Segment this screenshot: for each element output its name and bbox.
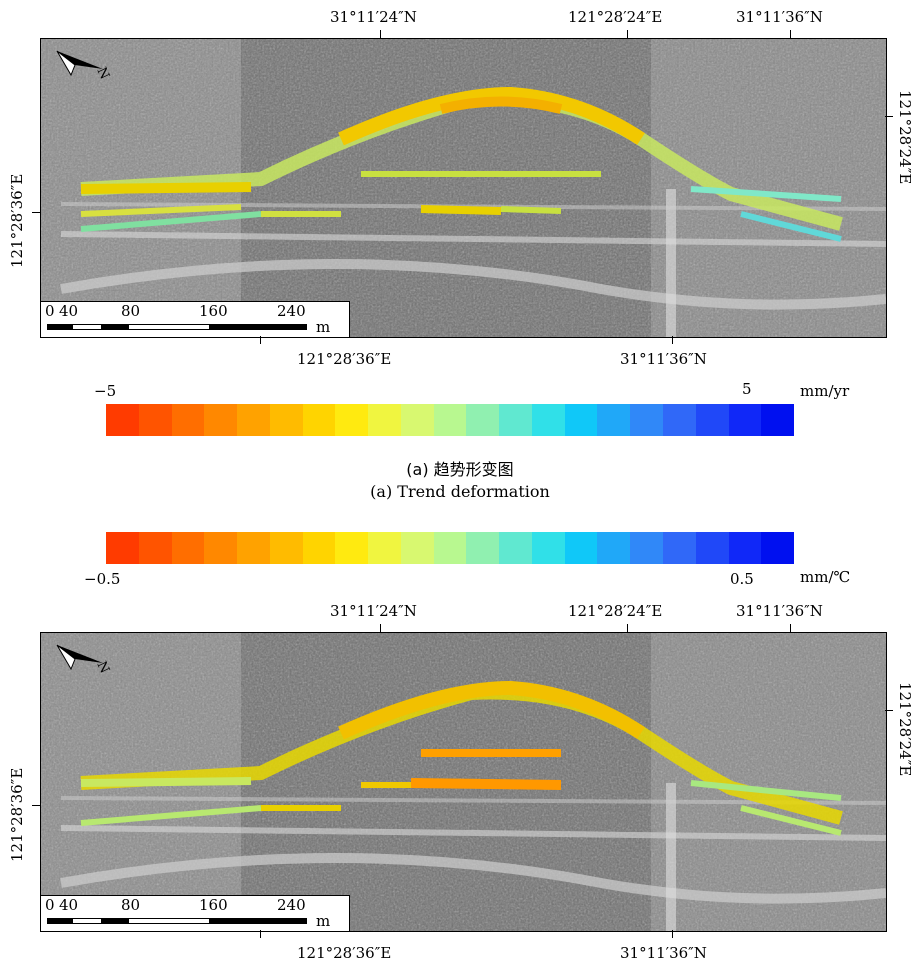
bridge-points-a	[80, 86, 843, 242]
colorbar-segment	[106, 404, 139, 436]
top-label-2: 121°28′24″E	[568, 8, 663, 26]
colorbar-segment	[171, 404, 205, 436]
bottom-label-1: 121°28′36″E	[297, 350, 392, 368]
scale-tick-b-80: 80	[121, 896, 141, 914]
colorbar-segment	[302, 532, 336, 564]
top-label-1: 31°11′24″N	[330, 8, 417, 26]
colorbar-segment	[237, 404, 270, 436]
scale-tick-240: 240	[277, 302, 306, 320]
scale-bar-a: 0 40 80 160 240 m	[41, 301, 350, 337]
sar-map-a	[41, 39, 886, 337]
colorbar-segment	[695, 404, 729, 436]
colorbar-segment	[335, 404, 369, 436]
colorbar-b-min: −0.5	[84, 570, 121, 588]
colorbar-segment	[106, 532, 139, 564]
colorbar-segment	[269, 404, 303, 436]
colorbar-segment	[597, 404, 631, 436]
colorbar-b-unit: mm/℃	[800, 568, 851, 586]
right-label-a: 121°28′24″E	[896, 90, 914, 185]
colorbar-segment	[499, 532, 532, 564]
colorbar-segment	[597, 532, 631, 564]
colorbar-a-unit: mm/yr	[800, 382, 850, 400]
right-label-b: 121°28′24″E	[896, 682, 914, 777]
colorbar-segment	[466, 532, 500, 564]
scale-tick-0: 0	[45, 302, 55, 320]
colorbar-segment	[138, 532, 172, 564]
colorbar-segment	[204, 532, 238, 564]
colorbar-segment	[531, 404, 565, 436]
colorbar-segment	[761, 404, 795, 436]
colorbar-segment	[630, 404, 664, 436]
scale-bar-b: 0 40 80 160 240 m	[41, 895, 350, 931]
colorbar-segment	[663, 532, 696, 564]
colorbar-a-max: 5	[742, 380, 752, 398]
top-label-b-2: 121°28′24″E	[568, 602, 663, 620]
scale-tick-40: 40	[59, 302, 79, 320]
colorbar-segment	[400, 532, 434, 564]
colorbar-segment	[630, 532, 664, 564]
scale-tick-80: 80	[121, 302, 141, 320]
colorbar-segment	[368, 404, 401, 436]
colorbar-a-gradient	[106, 404, 795, 436]
top-label-b-3: 31°11′36″N	[736, 602, 823, 620]
top-label-3: 31°11′36″N	[736, 8, 823, 26]
scale-unit-a: m	[316, 318, 331, 336]
scale-tick-b-0: 0	[45, 896, 55, 914]
top-label-b-1: 31°11′24″N	[330, 602, 417, 620]
colorbar-segment	[564, 532, 598, 564]
colorbar-segment	[663, 404, 696, 436]
colorbar-segment	[204, 404, 238, 436]
colorbar-segment	[269, 532, 303, 564]
colorbar-segment	[400, 404, 434, 436]
sar-map-b	[41, 633, 886, 931]
scale-tick-b-40: 40	[59, 896, 79, 914]
colorbar-segment	[335, 532, 369, 564]
map-image-b: N 0 40 80 160 240 m	[40, 632, 887, 932]
colorbar-segment	[171, 532, 205, 564]
map-image-a: N 0 40 80 160 240 m	[40, 38, 887, 338]
colorbar-segment	[368, 532, 401, 564]
colorbar-segment	[728, 404, 762, 436]
colorbar-segment	[499, 404, 532, 436]
north-arrow-b: N	[53, 639, 113, 676]
scale-tick-160: 160	[199, 302, 228, 320]
bottom-label-b-2: 31°11′36″N	[620, 944, 707, 962]
bottom-label-2: 31°11′36″N	[620, 350, 707, 368]
colorbar-segment	[138, 404, 172, 436]
colorbar-segment	[695, 532, 729, 564]
colorbar-segment	[433, 404, 467, 436]
north-arrow-a: N	[53, 45, 113, 82]
caption-a-cn: (a) 趋势形变图	[406, 460, 514, 479]
bridge-points-b	[80, 680, 843, 836]
colorbar-segment	[433, 532, 467, 564]
colorbar-segment	[302, 404, 336, 436]
bottom-label-b-1: 121°28′36″E	[297, 944, 392, 962]
colorbar-segment	[466, 404, 500, 436]
left-label-b: 121°28′36″E	[8, 767, 26, 862]
left-label-a: 121°28′36″E	[8, 173, 26, 268]
colorbar-a-min: −5	[94, 382, 117, 400]
colorbar-segment	[237, 532, 270, 564]
colorbar-segment	[564, 404, 598, 436]
colorbar-b-max: 0.5	[730, 570, 754, 588]
colorbar-segment	[531, 532, 565, 564]
colorbar-segment	[761, 532, 795, 564]
caption-a-en: (a) Trend deformation	[370, 482, 550, 501]
scale-tick-b-160: 160	[199, 896, 228, 914]
colorbar-b-gradient	[106, 532, 795, 564]
scale-unit-b: m	[316, 912, 331, 930]
scale-tick-b-240: 240	[277, 896, 306, 914]
colorbar-segment	[728, 532, 762, 564]
